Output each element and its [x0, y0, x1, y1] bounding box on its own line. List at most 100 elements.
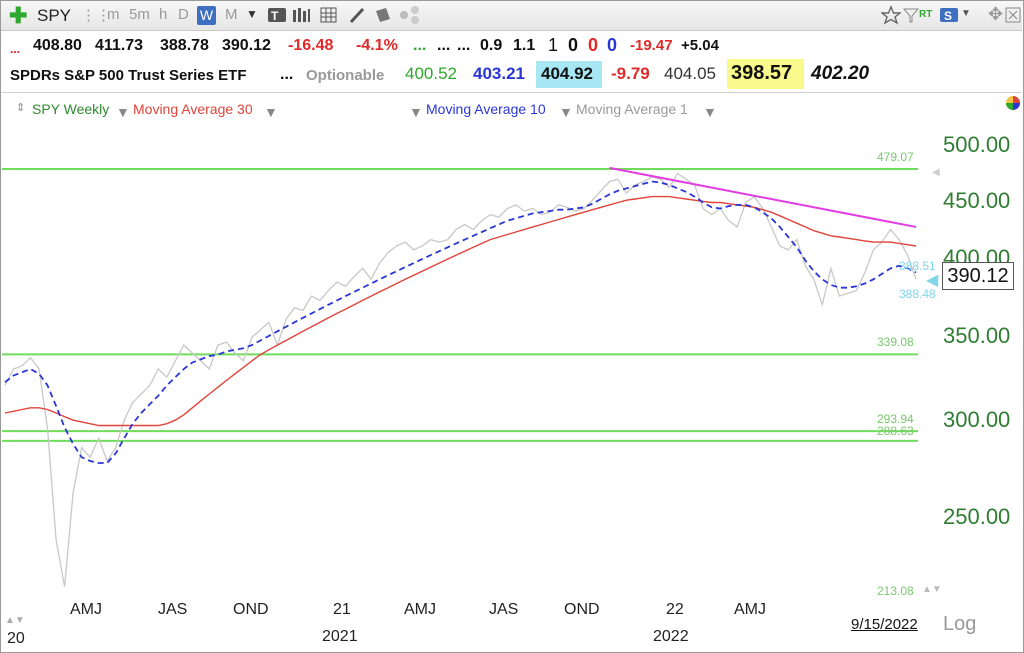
x-label-jas-1: JAS	[158, 601, 188, 618]
x-year-2022: 2022	[653, 628, 689, 645]
dots-b: ...	[457, 37, 471, 54]
change-pct-value: -4.1%	[356, 37, 398, 54]
low-value: 388.78	[160, 37, 209, 54]
change-value: -16.48	[288, 37, 334, 54]
dots-green: ...	[413, 37, 427, 54]
toolbar: ✚ SPY ⋮⋮ m 5m h D W M ▼ T RT S ▼ ✥	[1, 1, 1022, 31]
x-label-ond-1: OND	[233, 601, 269, 618]
price-4: -9.79	[611, 64, 650, 83]
x-label-amj-1: AMJ	[70, 601, 102, 618]
open-value: 408.80	[33, 37, 82, 54]
price-6-highlight	[727, 59, 804, 89]
value-7: -19.47	[630, 37, 673, 54]
upper-marker-icon: ◀	[932, 167, 940, 178]
filter-icon[interactable]	[902, 5, 920, 30]
date-label[interactable]: 9/15/2022	[851, 616, 918, 633]
layout-icon[interactable]	[373, 5, 393, 30]
optionable-label: Optionable	[306, 67, 385, 84]
timeframe-d[interactable]: D	[178, 6, 189, 23]
ma-label-1: 388.51	[899, 259, 936, 273]
y-tick-300: 300.00	[943, 407, 1011, 432]
ma10-line[interactable]	[4, 180, 917, 464]
legend-spy-weekly[interactable]: SPY Weekly	[32, 101, 110, 117]
floor-arrows-icon[interactable]: ▲▼	[922, 584, 942, 595]
legend-ma30-dropdown-icon[interactable]: ▼	[264, 104, 278, 120]
price-5: 404.05	[664, 64, 716, 83]
legend-spy-dropdown-icon[interactable]: ▼	[116, 104, 130, 120]
y-tick-350: 350.00	[943, 323, 1011, 348]
ma-label-2: 388.48	[899, 287, 936, 301]
legend-ma10-dropdown-icon[interactable]: ▼	[559, 104, 573, 120]
value-3: 1	[548, 35, 559, 55]
value-2: 1.1	[513, 37, 536, 54]
value-8: +5.04	[681, 37, 719, 54]
x-label-amj-3: AMJ	[734, 601, 766, 618]
x-left-label: 20	[7, 630, 25, 647]
level-label-339: 339.08	[877, 335, 914, 349]
dots-red: ...	[10, 42, 21, 56]
timeframe-5m[interactable]: 5m	[129, 6, 150, 23]
timeframe-dropdown-icon[interactable]: ▼	[246, 7, 258, 21]
level-label-293: 293.94	[877, 412, 914, 426]
price-7: 402.20	[811, 63, 870, 84]
x-label-ond-2: OND	[564, 601, 600, 618]
color-wheel-icon[interactable]	[1004, 94, 1022, 117]
level-label-288: 288.63	[877, 424, 914, 438]
legend-ma1[interactable]: Moving Average 1	[576, 101, 688, 117]
value-5: 0	[588, 35, 599, 55]
price-line[interactable]	[4, 172, 917, 587]
svg-text:S: S	[944, 9, 952, 23]
high-value: 411.73	[95, 37, 144, 54]
timeframe-m[interactable]: m	[107, 6, 120, 23]
price-1: 400.52	[405, 64, 457, 83]
text-tool-icon[interactable]: T	[267, 5, 287, 30]
close-icon[interactable]	[1005, 5, 1021, 30]
x-label-amj-2: AMJ	[404, 601, 436, 618]
legend-sort-icon[interactable]: ⇕	[16, 102, 26, 114]
grid-settings-icon[interactable]	[319, 5, 339, 30]
price-6: 398.57	[731, 62, 793, 84]
add-symbol-icon[interactable]: ✚	[9, 3, 28, 28]
security-name: SPDRs S&P 500 Trust Series ETF	[10, 67, 247, 84]
value-4: 0	[568, 35, 579, 55]
close-value: 390.12	[222, 37, 271, 54]
share-icon[interactable]	[399, 5, 421, 30]
x-label-jas-2: JAS	[489, 601, 519, 618]
price-2: 403.21	[473, 64, 525, 83]
move-icon[interactable]: ✥	[988, 4, 1004, 24]
x-label-21: 21	[333, 601, 351, 618]
star-icon[interactable]	[880, 5, 902, 30]
grip-icon: ⋮⋮	[81, 7, 111, 24]
header-divider	[1, 92, 1022, 93]
svg-text:T: T	[271, 9, 279, 23]
s-badge-icon[interactable]: S	[939, 5, 959, 30]
legend-ma10[interactable]: Moving Average 10	[426, 101, 546, 117]
timeframe-w[interactable]: W	[197, 6, 216, 25]
bar-style-icon[interactable]	[291, 5, 311, 30]
pencil-icon[interactable]	[347, 5, 367, 30]
price-3: 404.92	[541, 64, 593, 83]
y-tick-250: 250.00	[943, 504, 1011, 529]
legend-ma10-left-icon[interactable]: ▼	[409, 104, 423, 120]
ma30-line[interactable]	[4, 195, 917, 427]
level-label-floor: 213.08	[877, 584, 914, 598]
name-dots: ...	[280, 66, 294, 83]
legend-ma30[interactable]: Moving Average 30	[133, 101, 253, 117]
last-price-arrow-icon: ◀	[926, 272, 939, 289]
log-scale-toggle[interactable]: Log	[943, 613, 977, 635]
legend-ma1-dropdown-icon[interactable]: ▼	[703, 104, 717, 120]
price-3-highlight	[536, 61, 602, 88]
x-label-22: 22	[666, 601, 684, 618]
timeframe-h[interactable]: h	[159, 6, 168, 23]
trend-line[interactable]	[609, 166, 917, 228]
rt-icon[interactable]: RT	[919, 9, 933, 20]
value-6: 0	[607, 35, 618, 55]
x-year-2021: 2021	[322, 628, 358, 645]
symbol-label[interactable]: SPY	[37, 6, 72, 25]
timeframe-month[interactable]: M	[225, 6, 238, 23]
dots-a: ...	[437, 37, 451, 54]
s-dropdown-icon[interactable]: ▼	[961, 8, 971, 19]
x-scroll-arrows-icon[interactable]: ▲▼	[5, 615, 25, 626]
last-price-box: 390.12	[942, 262, 1014, 290]
